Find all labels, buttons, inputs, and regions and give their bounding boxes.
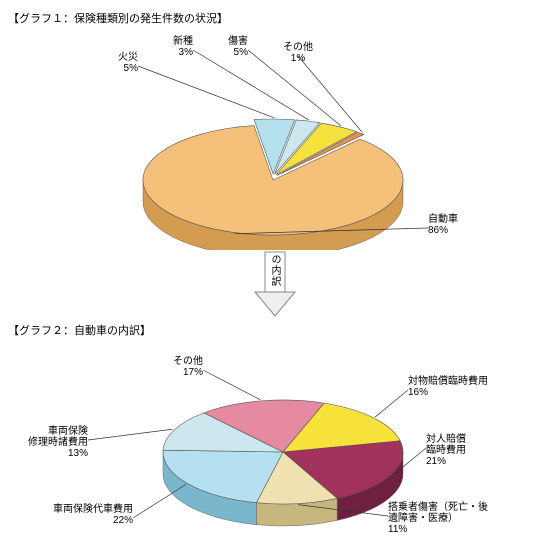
slice-label: 遺障害・医療） <box>388 511 458 524</box>
slice-label: 21% <box>426 456 446 467</box>
slice-label: 新種 <box>173 34 193 47</box>
slice-label: 11% <box>388 524 407 535</box>
slice-label: 86% <box>428 225 448 236</box>
slice-label: 傷害 <box>228 34 248 47</box>
chart1-container: 自動車86%火災5%新種3%傷害5%その他1% <box>8 30 542 250</box>
chart2-title: 【グラフ２：自動車の内訳】 <box>8 322 542 338</box>
slice-label: 5% <box>234 47 249 58</box>
leader-line <box>133 484 186 518</box>
slice-label: 対物賠償臨時費用 <box>408 374 488 387</box>
slice-label: 1% <box>291 53 306 64</box>
slice-label: 火災 <box>118 51 138 63</box>
slice-label: 対人賠償 <box>426 432 466 445</box>
arrow-label: 自動車の内訳 <box>267 254 283 290</box>
slice-label: その他 <box>283 40 313 53</box>
leader-line <box>88 429 172 440</box>
slice-label: 5% <box>124 63 139 74</box>
slice-label: 16% <box>408 387 428 398</box>
chart2-container: 対物賠償臨時費用16%対人賠償臨時費用21%搭乗者傷害（死亡・後遺障害・医療）1… <box>8 342 542 547</box>
arrow-container: 自動車の内訳 <box>8 250 542 320</box>
leader-line <box>138 66 274 118</box>
slice-label: 修理時諸費用 <box>28 435 88 448</box>
leader-line <box>375 390 408 417</box>
leader-line <box>203 370 260 400</box>
slice-label: 13% <box>68 448 88 459</box>
slice-label: 車両保険 <box>48 424 88 437</box>
slice-label: 17% <box>183 367 203 378</box>
slice-label: 3% <box>179 47 194 58</box>
slice-label: その他 <box>173 354 203 367</box>
chart1-title: 【グラフ１：保険種類別の発生件数の状況】 <box>8 10 542 26</box>
slice-label: 自動車 <box>428 212 458 225</box>
slice-label: 22% <box>113 515 133 526</box>
slice-label: 臨時費用 <box>426 443 466 456</box>
slice-label: 車両保険代車費用 <box>53 502 133 515</box>
slice-label: 搭乗者傷害（死亡・後 <box>388 500 488 513</box>
